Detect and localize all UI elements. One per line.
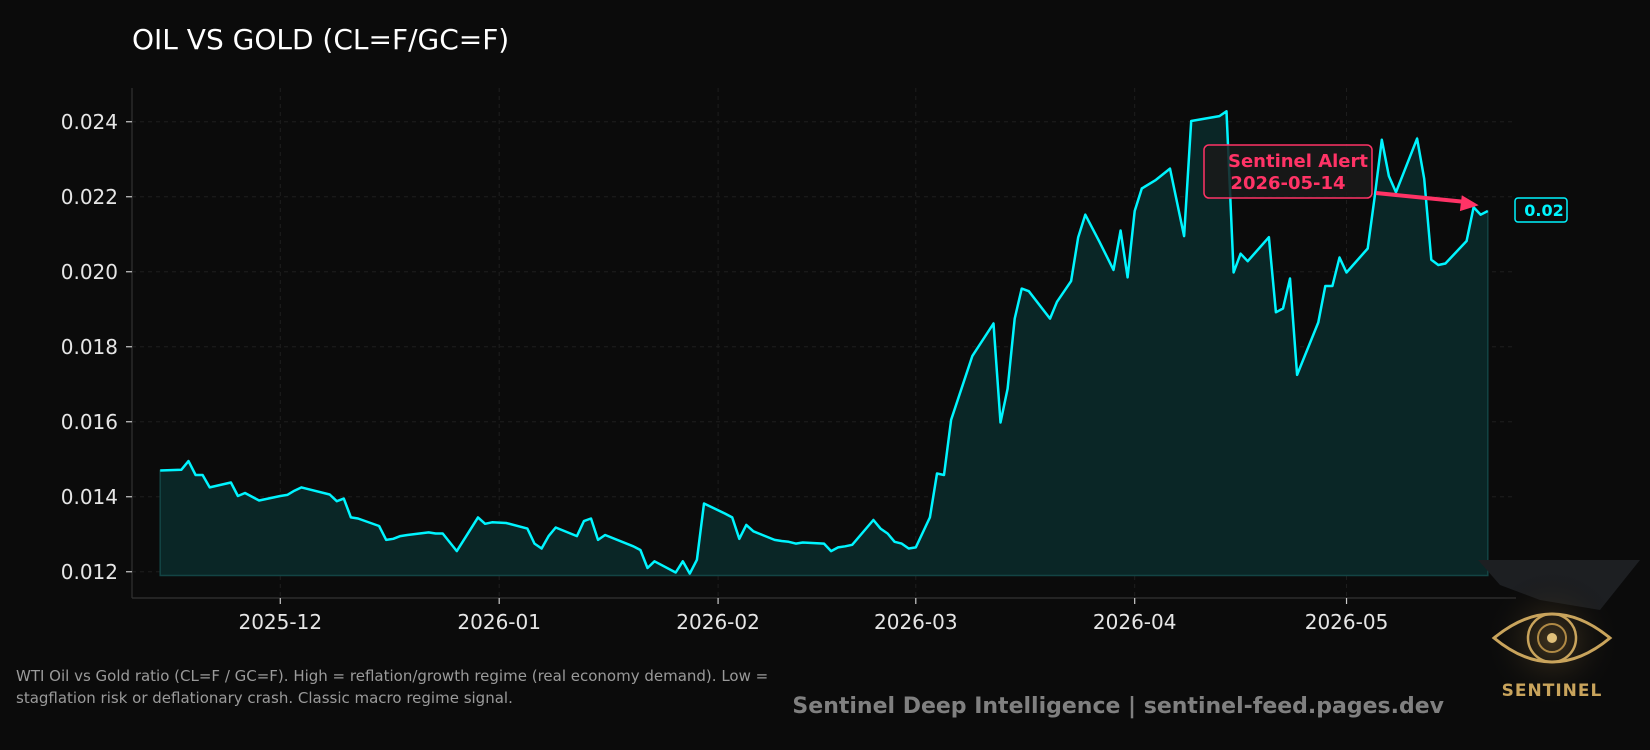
alert-title: Sentinel Alert (1228, 151, 1368, 172)
x-tick-label: 2026-01 (457, 610, 541, 634)
footer-credit: Sentinel Deep Intelligence | sentinel-fe… (792, 694, 1444, 719)
alert-date: 2026-05-14 (1230, 173, 1345, 194)
x-tick-label: 2025-12 (238, 610, 322, 634)
logo-text: SENTINEL (1502, 681, 1603, 701)
y-tick-label: 0.016 (61, 410, 118, 434)
x-tick-label: 2026-04 (1093, 610, 1177, 634)
footer-caption-line-2: stagflation risk or deflationary crash. … (16, 689, 513, 707)
last-value-badge (1514, 197, 1568, 223)
eye-icon (1491, 612, 1613, 664)
alert-box (1203, 144, 1373, 199)
y-tick-label: 0.024 (61, 110, 118, 134)
plot-area: 0.012 0.014 0.016 0.018 0.020 0.022 0.024 2025-… (61, 88, 1568, 634)
alert-arrow-head (1459, 195, 1479, 212)
series-line (160, 110, 1489, 575)
y-tick-label: 0.014 (61, 485, 118, 509)
y-tick-label: 0.022 (61, 185, 118, 209)
y-tick-label: 0.018 (61, 335, 118, 359)
y-tick-label: 0.020 (61, 260, 118, 284)
sentinel-logo: SENTINEL (1478, 560, 1640, 708)
x-tick-label: 2026-05 (1305, 610, 1389, 634)
x-tick-label: 2026-02 (676, 610, 760, 634)
footer-caption-line-1: WTI Oil vs Gold ratio (CL=F / GC=F). Hig… (16, 667, 768, 685)
x-tick-label: 2026-03 (874, 610, 958, 634)
alert-arrow-shaft (1375, 191, 1469, 205)
y-tick-label: 0.012 (61, 560, 118, 584)
chart-title: OIL VS GOLD (CL=F/GC=F) (132, 23, 509, 56)
last-value-label: 0.02 (1524, 201, 1563, 220)
